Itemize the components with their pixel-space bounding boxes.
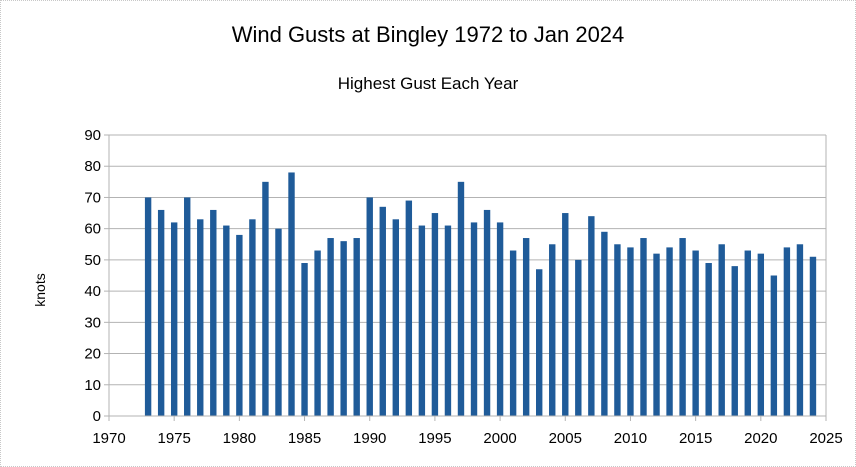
bar-1980 [236,234,243,416]
x-tick-label: 2020 [744,430,777,447]
bar-2001 [509,250,517,416]
bar-1985 [301,263,308,416]
bar-2017 [718,244,725,416]
bar-2022 [783,247,791,416]
x-tick-label: 2025 [809,430,842,447]
bar-1995 [431,213,439,416]
bar-1994 [418,225,426,416]
bar-2014 [679,238,686,416]
bar-1974 [157,209,165,416]
gridlines [109,134,826,417]
y-tick-label: 80 [84,158,101,175]
y-axis-label: knots [32,273,48,306]
y-tick-labels: 0 10 20 30 40 50 60 70 80 90 [84,127,101,425]
bar-2010 [627,247,634,416]
y-tick-label: 70 [84,189,101,206]
bar-2007 [588,216,595,416]
y-tick-label: 30 [84,314,101,331]
y-tick-label: 10 [84,377,101,394]
y-tick-label: 60 [84,221,101,238]
bar-2012 [653,253,660,416]
bar-2003 [536,269,543,416]
bar-2004 [549,244,556,416]
bar-1977 [197,219,204,416]
x-tick-label: 1990 [353,430,386,447]
x-tick-label: 2005 [549,430,582,447]
bar-1998 [470,222,478,416]
bar-2002 [522,238,530,416]
bar-1987 [327,238,334,416]
y-tick-label: 50 [84,252,101,269]
chart-subtitle: Highest Gust Each Year [337,74,519,93]
bar-2015 [692,250,699,416]
bars [144,172,817,416]
bar-1982 [262,181,269,416]
bar-1988 [340,241,347,416]
bar-1993 [405,200,413,416]
chart-title: Wind Gusts at Bingley 1972 to Jan 2024 [231,22,625,47]
x-tick-label: 1980 [223,430,256,447]
bar-2000 [496,222,504,416]
bar-1986 [314,250,321,416]
bar-1973 [144,197,152,416]
bar-2005 [562,213,569,416]
y-tick-label: 90 [84,127,101,144]
bar-2008 [601,231,608,416]
bar-1990 [366,197,373,416]
bar-2009 [614,244,621,416]
bar-1978 [210,209,217,416]
bar-2024 [809,256,817,416]
bar-2018 [731,266,738,416]
x-tick-labels: 1970 1975 1980 1985 1990 1995 2000 2005 2010 2015… [92,430,842,447]
bar-1975 [170,222,178,416]
y-tick-label: 20 [84,346,101,363]
bar-2021 [770,275,778,416]
bar-1979 [223,225,230,416]
bar-1981 [249,219,256,416]
bar-1991 [379,206,386,416]
bar-2020 [757,253,765,416]
bar-1976 [184,197,191,416]
bar-1983 [275,228,282,416]
bar-2023 [796,244,804,416]
x-tick-label: 1975 [157,430,190,447]
bar-1997 [457,181,465,416]
bar-2013 [666,247,673,416]
bar-1984 [288,172,295,416]
x-tick-label: 1995 [418,430,451,447]
x-tick-label: 2000 [483,430,516,447]
bar-1989 [353,238,360,416]
axes [104,134,827,421]
x-tick-label: 2015 [679,430,712,447]
bar-2016 [705,263,712,416]
x-tick-label: 2010 [614,430,647,447]
bar-2019 [744,250,751,416]
y-tick-label: 40 [84,283,101,300]
bar-1999 [483,209,491,416]
x-tick-label: 1970 [92,430,125,447]
y-tick-label: 0 [93,408,101,425]
x-tick-label: 1985 [288,430,321,447]
bar-2011 [640,238,647,416]
bar-2006 [575,259,582,416]
bar-1992 [392,219,399,416]
bar-1996 [444,225,452,416]
